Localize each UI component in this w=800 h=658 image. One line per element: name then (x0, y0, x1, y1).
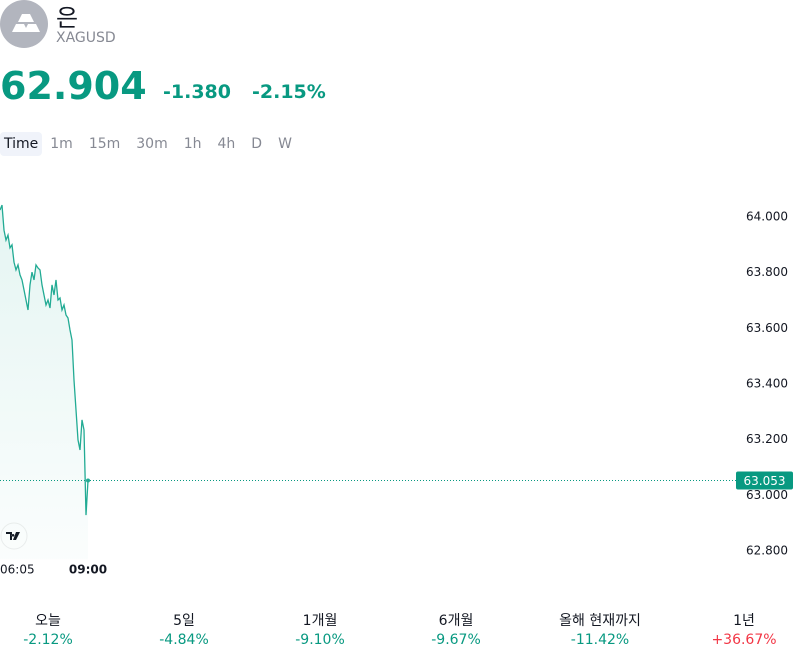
performance-item[interactable]: 오늘 -2.12% (0, 610, 128, 648)
y-tick-label: 64.000 (746, 210, 788, 224)
price-change: -1.380 (163, 81, 231, 103)
price: 62.904 (0, 64, 147, 108)
performance-period: 5일 (173, 613, 195, 629)
performance-change: +36.67% (711, 632, 777, 648)
performance-period: 6개월 (438, 613, 474, 629)
performance-change: -9.67% (431, 632, 481, 648)
price-change-percent: -2.15% (252, 81, 326, 103)
x-tick-label: 06:05 (0, 563, 35, 577)
interval-bar: Time 1m 15m 30m 1h 4h D W (0, 132, 300, 156)
performance-item[interactable]: 6개월 -9.67% (376, 610, 536, 648)
performance-item[interactable]: 올해 현재까지 -11.42% (520, 610, 680, 648)
chart: 62.800 63.000 63.200 63.400 63.600 63.800 64.0… (0, 204, 793, 577)
symbol-ticker: XAGUSD (56, 30, 116, 46)
performance-period: 오늘 (35, 613, 61, 629)
y-tick-label: 63.200 (746, 432, 788, 446)
symbol-name: 은 (56, 4, 79, 32)
y-tick-label: 63.400 (746, 376, 788, 390)
last-price-box (736, 471, 793, 490)
area-fill (0, 205, 88, 560)
y-tick-label: 62.800 (746, 543, 788, 557)
performance-period: 1년 (733, 613, 755, 629)
performance-item[interactable]: 1개월 -9.10% (240, 610, 400, 648)
performance-item[interactable]: 1년 +36.67% (664, 610, 800, 648)
interval-button[interactable]: 4h (217, 136, 236, 152)
performance-change: -11.42% (570, 632, 630, 648)
symbol-icon (0, 0, 48, 48)
y-tick-label: 63.000 (746, 488, 788, 502)
interval-button[interactable]: 15m (88, 136, 121, 152)
interval-button[interactable]: D (251, 136, 263, 152)
last-price-dot (86, 478, 90, 483)
interval-button[interactable]: Time (0, 132, 43, 156)
last-price-label: 63.053 (744, 474, 786, 488)
interval-button[interactable]: 1m (50, 136, 73, 152)
performance-change: -9.10% (295, 632, 345, 648)
interval-button[interactable]: 1h (183, 136, 202, 152)
y-tick-label: 63.600 (746, 321, 788, 335)
x-tick-label: 09:00 (69, 563, 107, 577)
interval-button[interactable]: W (278, 136, 292, 152)
performance-period: 올해 현재까지 (559, 613, 641, 629)
y-tick-label: 63.800 (746, 265, 788, 279)
performance-item[interactable]: 5일 -4.84% (104, 610, 264, 648)
interval-button[interactable]: 30m (136, 136, 168, 152)
performance-period: 1개월 (302, 613, 338, 629)
performance-change: -4.84% (159, 632, 209, 648)
performance-change: -2.12% (23, 632, 73, 648)
price-line (0, 204, 89, 516)
